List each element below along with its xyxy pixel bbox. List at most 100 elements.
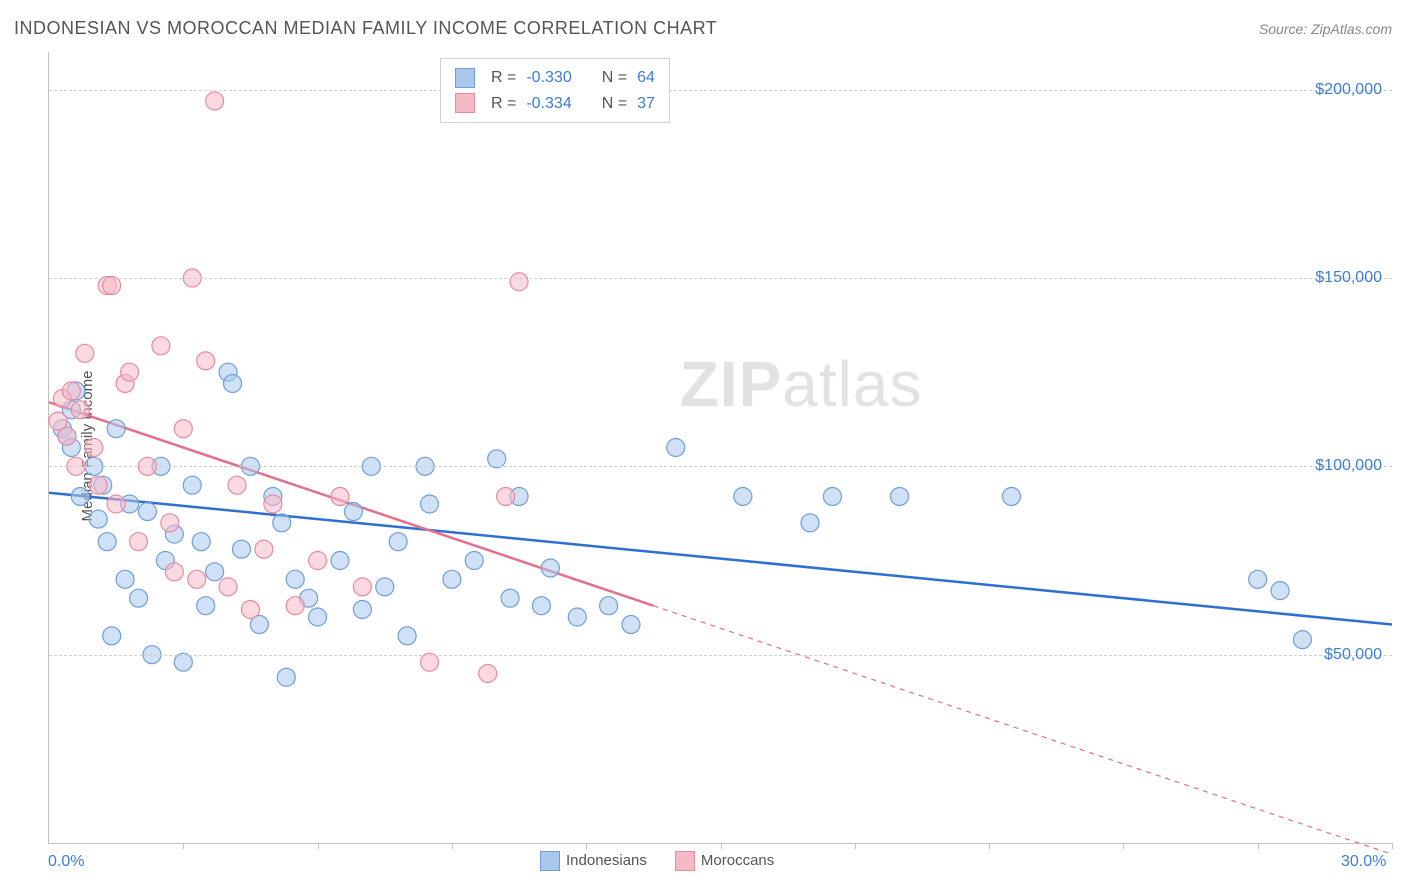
x-tick (1258, 843, 1259, 849)
data-point (130, 533, 148, 551)
correlation-row: R =-0.330N =64 (455, 65, 655, 91)
data-point (165, 563, 183, 581)
legend-item: Moroccans (675, 851, 774, 871)
data-point (421, 653, 439, 671)
data-point (622, 616, 640, 634)
data-point (58, 427, 76, 445)
data-point (421, 495, 439, 513)
data-point (1293, 631, 1311, 649)
x-tick (989, 843, 990, 849)
data-point (197, 597, 215, 615)
data-point (309, 608, 327, 626)
x-tick (1392, 843, 1393, 849)
data-point (85, 439, 103, 457)
data-point (600, 597, 618, 615)
data-point (734, 487, 752, 505)
chart-title: INDONESIAN VS MOROCCAN MEDIAN FAMILY INC… (14, 18, 717, 39)
x-tick (586, 843, 587, 849)
data-point (107, 420, 125, 438)
data-point (98, 533, 116, 551)
data-point (286, 597, 304, 615)
data-point (273, 514, 291, 532)
data-point (277, 668, 295, 686)
data-point (130, 589, 148, 607)
data-point (62, 382, 80, 400)
r-value: -0.330 (526, 65, 571, 91)
trend-line-dashed (653, 606, 1392, 855)
data-point (232, 540, 250, 558)
data-point (71, 487, 89, 505)
data-point (568, 608, 586, 626)
gridline (49, 655, 1392, 656)
data-point (501, 589, 519, 607)
data-point (121, 363, 139, 381)
data-point (398, 627, 416, 645)
y-tick-label: $100,000 (1315, 457, 1382, 475)
data-point (152, 337, 170, 355)
data-point (286, 570, 304, 588)
gridline (49, 90, 1392, 91)
data-point (103, 627, 121, 645)
x-tick (1123, 843, 1124, 849)
source-label: Source: ZipAtlas.com (1259, 21, 1392, 37)
data-point (331, 552, 349, 570)
chart-svg (49, 52, 1392, 843)
chart-plot-area: ZIPatlas $50,000$100,000$150,000$200,000 (48, 52, 1392, 844)
data-point (174, 653, 192, 671)
x-tick (855, 843, 856, 849)
y-tick-label: $150,000 (1315, 269, 1382, 287)
data-point (264, 495, 282, 513)
data-point (443, 570, 461, 588)
n-value: 37 (637, 91, 655, 117)
legend-item: Indonesians (540, 851, 647, 871)
n-value: 64 (637, 65, 655, 91)
data-point (89, 510, 107, 528)
data-point (344, 503, 362, 521)
legend-swatch (455, 93, 475, 113)
r-value: -0.334 (526, 91, 571, 117)
data-point (206, 92, 224, 110)
data-point (389, 533, 407, 551)
correlation-legend: R =-0.330N =64R =-0.334N =37 (440, 58, 670, 123)
data-point (116, 570, 134, 588)
data-point (497, 487, 515, 505)
data-point (219, 578, 237, 596)
correlation-row: R =-0.334N =37 (455, 91, 655, 117)
x-tick (318, 843, 319, 849)
data-point (1249, 570, 1267, 588)
data-point (224, 374, 242, 392)
data-point (103, 277, 121, 295)
data-point (891, 487, 909, 505)
data-point (331, 487, 349, 505)
data-point (801, 514, 819, 532)
data-point (823, 487, 841, 505)
legend-swatch (675, 851, 695, 871)
data-point (241, 600, 259, 618)
data-point (1002, 487, 1020, 505)
x-tick (183, 843, 184, 849)
data-point (667, 439, 685, 457)
data-point (174, 420, 192, 438)
data-point (197, 352, 215, 370)
data-point (183, 476, 201, 494)
data-point (228, 476, 246, 494)
data-point (488, 450, 506, 468)
data-point (510, 273, 528, 291)
data-point (206, 563, 224, 581)
data-point (161, 514, 179, 532)
x-tick (721, 843, 722, 849)
legend-label: Indonesians (566, 852, 647, 869)
data-point (89, 476, 107, 494)
data-point (1271, 582, 1289, 600)
data-point (71, 401, 89, 419)
data-point (532, 597, 550, 615)
x-tick (452, 843, 453, 849)
series-legend: Indonesians Moroccans (540, 851, 774, 871)
data-point (353, 600, 371, 618)
y-tick-label: $200,000 (1315, 81, 1382, 99)
data-point (376, 578, 394, 596)
x-axis-min-label: 0.0% (48, 853, 84, 871)
header: INDONESIAN VS MOROCCAN MEDIAN FAMILY INC… (14, 18, 1392, 39)
data-point (479, 665, 497, 683)
data-point (309, 552, 327, 570)
